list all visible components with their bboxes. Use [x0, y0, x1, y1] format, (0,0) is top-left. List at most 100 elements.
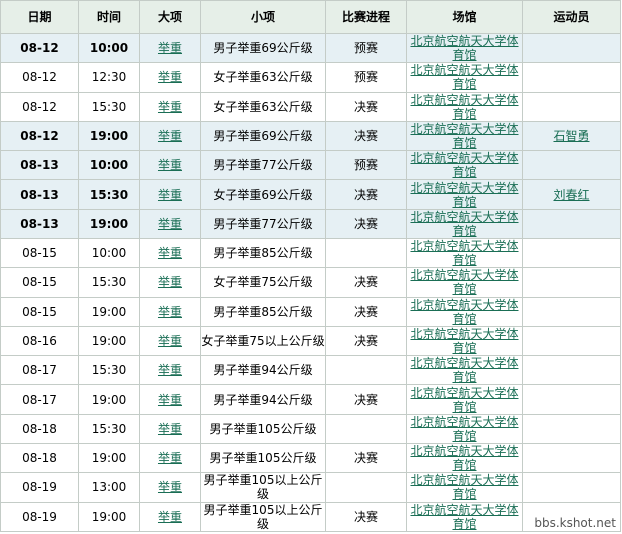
venue-link[interactable]: 北京航空航天大学体育馆 — [410, 239, 519, 268]
venue-link[interactable]: 北京航空航天大学体育馆 — [410, 326, 519, 355]
venue-link[interactable]: 北京航空航天大学体育馆 — [410, 385, 519, 414]
venue-link[interactable]: 北京航空航天大学体育馆 — [410, 180, 519, 209]
venue-link[interactable]: 北京航空航天大学体育馆 — [410, 414, 519, 443]
sport-link[interactable]: 举重 — [157, 246, 182, 261]
sport-link[interactable]: 举重 — [157, 70, 182, 85]
venue-link[interactable]: 北京航空航天大学体育馆 — [410, 473, 519, 502]
athlete-link[interactable]: 刘春红 — [553, 187, 590, 202]
venue-link[interactable]: 北京航空航天大学体育馆 — [410, 444, 519, 473]
sport-link[interactable]: 举重 — [157, 128, 182, 143]
sport-link[interactable]: 举重 — [157, 99, 182, 114]
cell-event: 男子举重77公斤级 — [200, 150, 326, 181]
cell-athlete — [522, 237, 621, 269]
cell-venue: 北京航空航天大学体育馆 — [406, 150, 523, 181]
cell-athlete — [522, 296, 621, 327]
header-row: 日期 时间 大项 小项 比赛进程 场馆 运动员 — [0, 0, 621, 34]
cell-venue: 北京航空航天大学体育馆 — [406, 355, 523, 386]
table-row: 08-13 19:00 举重 男子举重77公斤级 决赛 北京航空航天大学体育馆 — [0, 208, 621, 239]
venue-link[interactable]: 北京航空航天大学体育馆 — [410, 502, 519, 531]
venue-link[interactable]: 北京航空航天大学体育馆 — [410, 268, 519, 297]
cell-athlete — [522, 208, 621, 239]
cell-time: 15:30 — [78, 179, 140, 210]
cell-event: 女子举重75以上公斤级 — [200, 325, 326, 357]
sport-link[interactable]: 举重 — [157, 509, 182, 524]
table-row: 08-12 10:00 举重 男子举重69公斤级 预赛 北京航空航天大学体育馆 — [0, 32, 621, 64]
watermark: bbs.kshot.net — [532, 516, 618, 530]
venue-link[interactable]: 北京航空航天大学体育馆 — [410, 297, 519, 326]
table-row: 08-18 15:30 举重 男子举重105公斤级 北京航空航天大学体育馆 — [0, 413, 621, 444]
cell-athlete — [522, 91, 621, 122]
sport-link[interactable]: 举重 — [157, 275, 182, 290]
cell-stage: 决赛 — [325, 325, 407, 357]
cell-sport: 举重 — [139, 384, 201, 415]
cell-stage: 决赛 — [325, 91, 407, 122]
cell-athlete — [522, 150, 621, 181]
cell-time: 15:30 — [78, 413, 140, 444]
cell-stage: 决赛 — [325, 120, 407, 152]
cell-event: 男子举重105以上公斤级 — [200, 472, 326, 503]
cell-time: 19:00 — [78, 208, 140, 239]
sport-link[interactable]: 举重 — [157, 187, 182, 202]
venue-link[interactable]: 北京航空航天大学体育馆 — [410, 151, 519, 180]
cell-date: 08-12 — [0, 120, 79, 152]
col-header-time: 时间 — [78, 0, 140, 34]
table-row: 08-15 15:30 举重 女子举重75公斤级 决赛 北京航空航天大学体育馆 — [0, 267, 621, 298]
cell-sport: 举重 — [139, 442, 201, 474]
col-header-athlete: 运动员 — [522, 0, 621, 34]
cell-sport: 举重 — [139, 208, 201, 239]
cell-date: 08-19 — [0, 501, 79, 532]
cell-event: 男子举重105以上公斤级 — [200, 501, 326, 532]
athlete-link[interactable]: 石智勇 — [553, 128, 590, 143]
cell-sport: 举重 — [139, 150, 201, 181]
cell-sport: 举重 — [139, 237, 201, 269]
cell-date: 08-12 — [0, 91, 79, 122]
sport-link[interactable]: 举重 — [157, 392, 182, 407]
sport-link[interactable]: 举重 — [157, 333, 182, 348]
table-row: 08-17 15:30 举重 男子举重94公斤级 北京航空航天大学体育馆 — [0, 355, 621, 386]
cell-sport: 举重 — [139, 91, 201, 122]
cell-venue: 北京航空航天大学体育馆 — [406, 384, 523, 415]
sport-link[interactable]: 举重 — [157, 421, 182, 436]
cell-date: 08-17 — [0, 355, 79, 386]
venue-link[interactable]: 北京航空航天大学体育馆 — [410, 34, 519, 63]
cell-venue: 北京航空航天大学体育馆 — [406, 32, 523, 64]
sport-link[interactable]: 举重 — [157, 41, 182, 56]
venue-link[interactable]: 北京航空航天大学体育馆 — [410, 92, 519, 121]
cell-athlete — [522, 325, 621, 357]
cell-time: 15:30 — [78, 355, 140, 386]
venue-link[interactable]: 北京航空航天大学体育馆 — [410, 63, 519, 92]
cell-stage: 预赛 — [325, 62, 407, 93]
table-row: 08-13 10:00 举重 男子举重77公斤级 预赛 北京航空航天大学体育馆 — [0, 150, 621, 181]
cell-athlete — [522, 62, 621, 93]
cell-date: 08-18 — [0, 413, 79, 444]
col-header-date: 日期 — [0, 0, 79, 34]
sport-link[interactable]: 举重 — [157, 216, 182, 231]
cell-sport: 举重 — [139, 62, 201, 93]
venue-link[interactable]: 北京航空航天大学体育馆 — [410, 356, 519, 385]
table-row: 08-19 13:00 举重 男子举重105以上公斤级 北京航空航天大学体育馆 — [0, 472, 621, 503]
cell-stage: 决赛 — [325, 296, 407, 327]
venue-link[interactable]: 北京航空航天大学体育馆 — [410, 121, 519, 150]
cell-event: 男子举重85公斤级 — [200, 296, 326, 327]
cell-athlete — [522, 355, 621, 386]
cell-athlete: 刘春红 — [522, 179, 621, 210]
cell-athlete — [522, 384, 621, 415]
cell-venue: 北京航空航天大学体育馆 — [406, 296, 523, 327]
cell-stage: 决赛 — [325, 501, 407, 532]
cell-sport: 举重 — [139, 325, 201, 357]
sport-link[interactable]: 举重 — [157, 480, 182, 495]
sport-link[interactable]: 举重 — [157, 158, 182, 173]
cell-date: 08-15 — [0, 296, 79, 327]
cell-sport: 举重 — [139, 179, 201, 210]
cell-stage — [325, 237, 407, 269]
sport-link[interactable]: 举重 — [157, 304, 182, 319]
sport-link[interactable]: 举重 — [157, 363, 182, 378]
cell-venue: 北京航空航天大学体育馆 — [406, 179, 523, 210]
cell-venue: 北京航空航天大学体育馆 — [406, 91, 523, 122]
cell-sport: 举重 — [139, 355, 201, 386]
sport-link[interactable]: 举重 — [157, 451, 182, 466]
cell-time: 19:00 — [78, 501, 140, 532]
venue-link[interactable]: 北京航空航天大学体育馆 — [410, 209, 519, 238]
cell-sport: 举重 — [139, 120, 201, 152]
